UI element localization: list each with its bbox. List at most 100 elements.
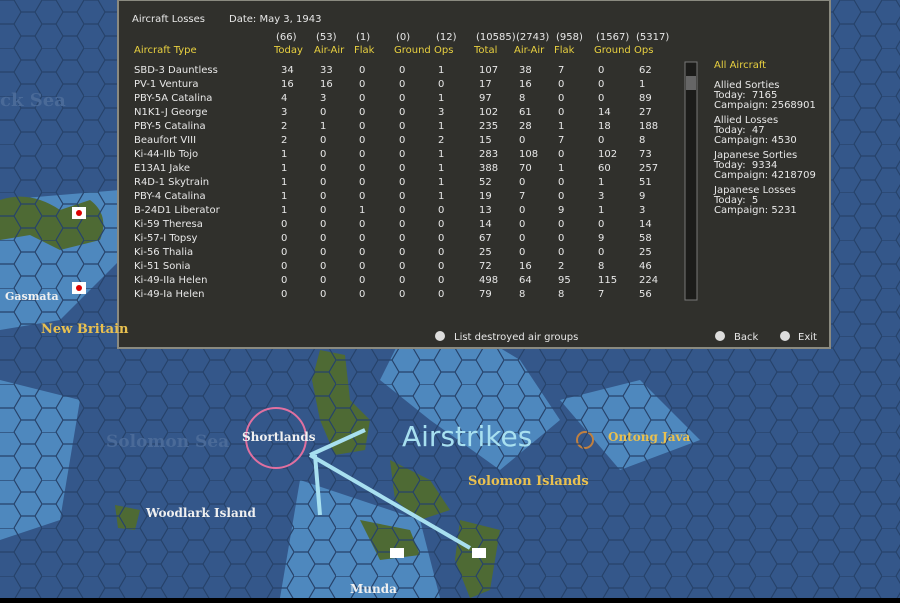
- cell: 33: [320, 65, 333, 76]
- cell: 0: [598, 219, 604, 230]
- cell: 0: [281, 261, 287, 272]
- stat-today: Today: 9334: [713, 160, 777, 171]
- cell: 60: [598, 163, 611, 174]
- cell: 1: [438, 121, 444, 132]
- column-header: Ground: [594, 45, 631, 56]
- cell: 1: [438, 93, 444, 104]
- cell: 64: [519, 275, 532, 286]
- map-label: ck Sea: [0, 90, 66, 111]
- cell: 0: [519, 219, 525, 230]
- cell: 0: [359, 79, 365, 90]
- cell: 0: [438, 205, 444, 216]
- cell: 3: [438, 107, 444, 118]
- stat-campaign: Campaign: 4218709: [714, 170, 816, 181]
- cell: 0: [519, 205, 525, 216]
- cell: 79: [479, 289, 492, 300]
- cell: 0: [359, 247, 365, 258]
- cell: 7: [598, 289, 604, 300]
- column-header: Ground: [394, 45, 431, 56]
- aircraft-type: B-24D1 Liberator: [134, 205, 221, 216]
- aircraft-type: Ki-49-Ia Helen: [134, 289, 204, 300]
- cell: 0: [320, 163, 326, 174]
- aircraft-type: SBD-3 Dauntless: [134, 65, 218, 76]
- cell: 0: [438, 261, 444, 272]
- cell: 0: [558, 219, 564, 230]
- cell: 0: [281, 289, 287, 300]
- cell: 0: [359, 65, 365, 76]
- cell: 97: [479, 93, 492, 104]
- list-button[interactable]: List destroyed air groups: [454, 332, 578, 343]
- cell: 2: [281, 121, 287, 132]
- cell: 1: [359, 205, 365, 216]
- column-total: (0): [396, 32, 410, 43]
- cell: 38: [519, 65, 532, 76]
- aircraft-type: Ki-44-IIb Tojo: [134, 149, 198, 160]
- cell: 0: [399, 65, 405, 76]
- cell: 0: [399, 289, 405, 300]
- cell: 0: [399, 205, 405, 216]
- cell: 0: [519, 233, 525, 244]
- cell: 0: [598, 93, 604, 104]
- aircraft-type: N1K1-J George: [134, 107, 208, 118]
- exit-button[interactable]: Exit: [798, 332, 817, 343]
- cell: 1: [558, 163, 564, 174]
- cell: 0: [598, 247, 604, 258]
- cell: 107: [479, 65, 498, 76]
- column-header: Flak: [554, 45, 575, 56]
- cell: 13: [479, 205, 492, 216]
- map-label: Shortlands: [242, 430, 316, 444]
- cell: 1: [598, 205, 604, 216]
- cell: 0: [399, 93, 405, 104]
- stat-today: Today: 7165: [713, 90, 777, 101]
- cell: 0: [558, 191, 564, 202]
- cell: 4: [281, 93, 287, 104]
- cell: 0: [399, 107, 405, 118]
- sidebar-heading: All Aircraft: [714, 60, 766, 71]
- cell: 0: [359, 233, 365, 244]
- cell: 0: [359, 149, 365, 160]
- cell: 0: [359, 219, 365, 230]
- cell: 14: [598, 107, 611, 118]
- cell: 1: [281, 191, 287, 202]
- cell: 52: [479, 177, 492, 188]
- cell: 0: [359, 191, 365, 202]
- cell: 0: [281, 233, 287, 244]
- cell: 16: [281, 79, 294, 90]
- cell: 7: [558, 65, 564, 76]
- cell: 0: [558, 247, 564, 258]
- column-total: (66): [276, 32, 297, 43]
- cell: 0: [399, 261, 405, 272]
- back-button[interactable]: Back: [734, 332, 758, 343]
- aircraft-type: Ki-59 Theresa: [134, 219, 203, 230]
- cell: 0: [558, 233, 564, 244]
- cell: 0: [399, 121, 405, 132]
- stat-campaign: Campaign: 2568901: [714, 100, 816, 111]
- cell: 0: [320, 135, 326, 146]
- cell: 16: [519, 261, 532, 272]
- cell: 0: [438, 233, 444, 244]
- date: Date: May 3, 1943: [229, 14, 321, 25]
- cell: 9: [558, 205, 564, 216]
- cell: 0: [320, 275, 326, 286]
- cell: 0: [438, 79, 444, 90]
- cell: 73: [639, 149, 652, 160]
- cell: 0: [558, 149, 564, 160]
- losses-panel: [117, 0, 831, 349]
- cell: 0: [438, 219, 444, 230]
- cell: 388: [479, 163, 498, 174]
- cell: 0: [281, 219, 287, 230]
- cell: 0: [399, 191, 405, 202]
- cell: 51: [639, 177, 652, 188]
- cell: 188: [639, 121, 658, 132]
- aircraft-type: Ki-56 Thalia: [134, 247, 193, 258]
- cell: 8: [639, 135, 645, 146]
- cell: 0: [359, 121, 365, 132]
- cell: 95: [558, 275, 571, 286]
- cell: 0: [320, 247, 326, 258]
- cell: 8: [519, 289, 525, 300]
- aircraft-type: PBY-5 Catalina: [134, 121, 206, 132]
- cell: 0: [359, 93, 365, 104]
- stat-title: Japanese Sorties: [713, 150, 797, 161]
- cell: 0: [320, 289, 326, 300]
- cell: 0: [320, 233, 326, 244]
